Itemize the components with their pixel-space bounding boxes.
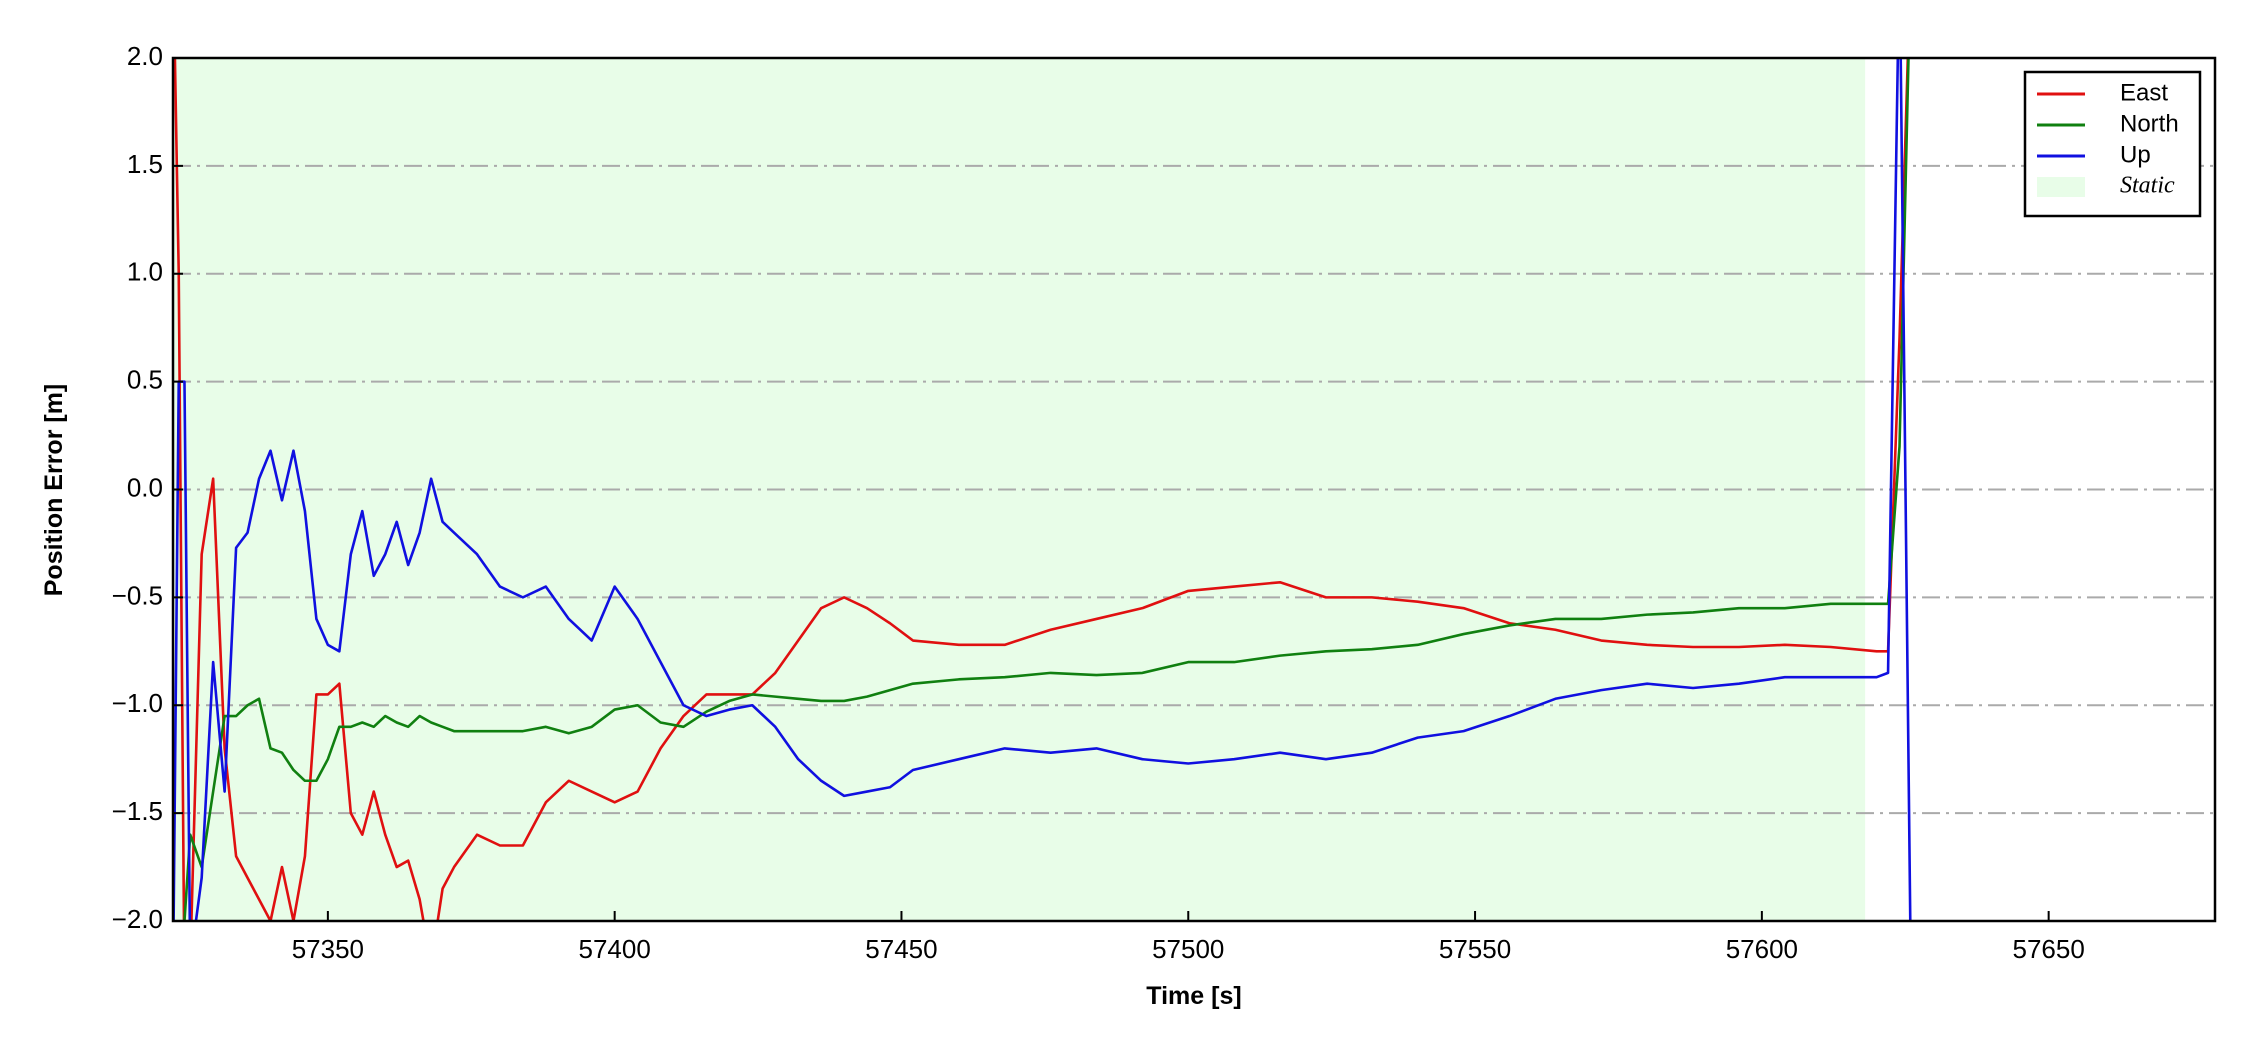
legend-label: East [2120, 79, 2168, 106]
static-region [173, 58, 1866, 921]
y-tick-label: 0.0 [127, 472, 163, 502]
legend-label: North [2120, 110, 2179, 137]
series-line [173, 58, 1912, 921]
axes-layer: −2.0 −1.5 −1.0 −0.5 0.0 0.5 1.0 1.5 2.0 57350 5740… [112, 41, 2085, 964]
x-tick-label: 57600 [1726, 934, 1798, 964]
y-tick-label: −0.5 [112, 580, 163, 610]
y-tick-label: 0.5 [127, 365, 163, 395]
y-tick-label: −2.0 [112, 904, 163, 934]
x-tick-label: 57450 [865, 934, 937, 964]
legend-swatch [2037, 177, 2085, 197]
x-tick-label: 57350 [292, 934, 364, 964]
legend-label: Static [2120, 173, 2175, 199]
x-tick-label: 57650 [2013, 934, 2085, 964]
legend: East North Up Static [2023, 70, 2202, 218]
y-axis-label: Position Error [m] [40, 384, 68, 597]
y-tick-label: 1.0 [127, 257, 163, 287]
y-tick-label: 1.5 [127, 149, 163, 179]
y-tick-label: 2.0 [127, 41, 163, 71]
legend-label: Up [2120, 141, 2151, 168]
x-axis-label: Time [s] [1146, 982, 1241, 1010]
x-tick-label: 57500 [1152, 934, 1224, 964]
series-line [183, 58, 1910, 921]
series-line [173, 58, 1910, 921]
x-tick-label: 57550 [1439, 934, 1511, 964]
y-tick-label: −1.0 [112, 688, 163, 718]
lines-layer [173, 58, 1912, 921]
y-tick-label: −1.5 [112, 796, 163, 826]
grid-layer [173, 164, 2215, 815]
background-layer [173, 58, 1866, 921]
x-tick-label: 57400 [579, 934, 651, 964]
